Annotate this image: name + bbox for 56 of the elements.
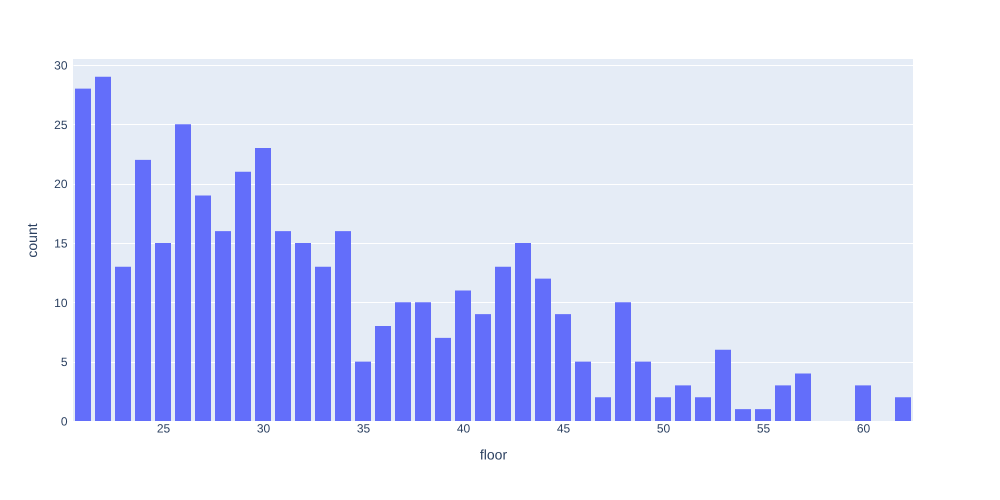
bar: [735, 409, 751, 421]
bar: [335, 231, 351, 421]
bar: [675, 385, 691, 421]
bar: [755, 409, 771, 421]
y-tick-label: 5: [60, 355, 68, 370]
bar: [495, 266, 511, 421]
bar: [255, 148, 271, 421]
x-tick-label: 55: [756, 422, 770, 436]
bar: [195, 195, 211, 421]
bar: [695, 397, 711, 421]
y-tick-label: 30: [54, 58, 68, 72]
bar: [575, 362, 591, 421]
bar: [295, 242, 311, 421]
x-tick-label: 30: [256, 422, 270, 436]
bar: [315, 266, 331, 421]
bar: [455, 290, 471, 421]
x-tick-label: 25: [156, 422, 170, 436]
x-tick-label: 60: [856, 422, 870, 436]
bar: [635, 362, 651, 421]
y-tick-label: 20: [54, 177, 68, 192]
bar: [275, 231, 291, 421]
x-tick-label: 35: [356, 422, 370, 436]
y-axis-title: count: [24, 223, 40, 258]
y-tick-label: 25: [54, 118, 68, 132]
bar: [75, 88, 91, 421]
y-tick-label: 0: [60, 414, 68, 428]
bar: [535, 278, 551, 421]
bar: [775, 385, 791, 421]
bar: [715, 350, 731, 421]
bar: [135, 160, 151, 421]
bar: [95, 76, 111, 421]
bar: [475, 314, 491, 421]
bar: [555, 314, 571, 421]
y-tick-label: 10: [54, 296, 68, 310]
bar: [595, 397, 611, 421]
bar: [795, 374, 811, 421]
bar: [435, 338, 451, 421]
y-tick-label: 15: [54, 236, 68, 250]
bar: [355, 362, 371, 421]
bar: [615, 302, 631, 421]
bar: [375, 326, 391, 421]
bar: [115, 266, 131, 421]
bar: [215, 231, 231, 421]
bar: [855, 385, 871, 421]
x-tick-label: 40: [456, 422, 470, 436]
bar: [395, 302, 411, 421]
x-tick-label: 50: [656, 422, 670, 436]
bar: [515, 242, 531, 421]
bar: [895, 397, 911, 421]
bar: [155, 242, 171, 421]
bar: [415, 302, 431, 421]
x-tick-label: 45: [556, 422, 570, 436]
bar: [655, 397, 671, 421]
bar: [175, 124, 191, 421]
bar: [235, 172, 251, 421]
x-axis-title: floor: [480, 446, 508, 462]
